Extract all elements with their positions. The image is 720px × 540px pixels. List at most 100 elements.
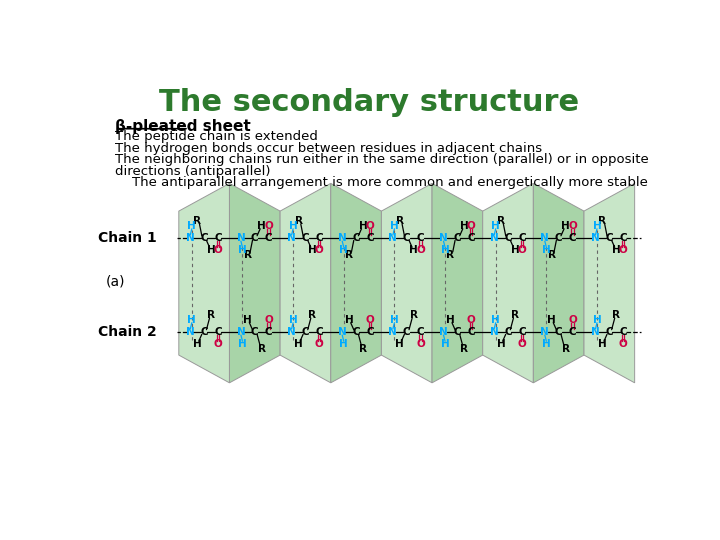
- Text: R: R: [258, 344, 266, 354]
- Text: C: C: [200, 327, 208, 337]
- Text: C: C: [417, 233, 424, 243]
- Text: The hydrogen bonds occur between residues in adjacent chains: The hydrogen bonds occur between residue…: [115, 142, 542, 155]
- Text: O: O: [416, 339, 425, 349]
- Polygon shape: [584, 184, 634, 383]
- Text: N: N: [541, 233, 549, 243]
- Polygon shape: [179, 184, 230, 383]
- Text: C: C: [417, 327, 424, 337]
- Text: O: O: [467, 221, 476, 231]
- Text: C: C: [518, 327, 526, 337]
- Text: C: C: [619, 327, 627, 337]
- Text: H: H: [390, 315, 399, 325]
- Text: H: H: [193, 339, 202, 349]
- Text: H: H: [409, 245, 418, 255]
- Text: H: H: [441, 339, 449, 349]
- Text: R: R: [460, 344, 468, 354]
- Text: O: O: [214, 245, 222, 255]
- Text: R: R: [207, 310, 215, 320]
- Text: C: C: [265, 327, 272, 337]
- Text: C: C: [467, 327, 475, 337]
- Text: R: R: [562, 344, 570, 354]
- Text: R: R: [598, 216, 606, 226]
- Text: O: O: [568, 315, 577, 325]
- Text: R: R: [396, 216, 404, 226]
- Text: N: N: [186, 327, 194, 337]
- Text: N: N: [439, 233, 448, 243]
- Text: C: C: [251, 327, 258, 337]
- Text: H: H: [542, 339, 551, 349]
- Polygon shape: [382, 184, 432, 383]
- Text: O: O: [568, 221, 577, 231]
- Text: H: H: [257, 221, 266, 231]
- Text: H: H: [491, 315, 500, 325]
- Text: C: C: [619, 233, 627, 243]
- Polygon shape: [482, 184, 534, 383]
- Polygon shape: [534, 184, 584, 383]
- Text: H: H: [339, 245, 348, 255]
- Text: N: N: [338, 327, 346, 337]
- Text: C: C: [352, 233, 360, 243]
- Text: C: C: [366, 233, 374, 243]
- Text: H: H: [460, 221, 469, 231]
- Text: R: R: [410, 310, 418, 320]
- Text: C: C: [606, 233, 613, 243]
- Text: (a): (a): [106, 275, 125, 289]
- Text: Chain 1: Chain 1: [98, 231, 157, 245]
- Text: C: C: [403, 327, 410, 337]
- Text: C: C: [454, 233, 462, 243]
- Text: R: R: [446, 250, 454, 260]
- Text: R: R: [511, 310, 519, 320]
- Text: H: H: [510, 245, 519, 255]
- Text: C: C: [302, 327, 310, 337]
- Text: N: N: [287, 233, 296, 243]
- Text: Chain 2: Chain 2: [98, 325, 157, 339]
- Text: H: H: [289, 315, 297, 325]
- Text: N: N: [591, 327, 600, 337]
- Text: H: H: [395, 339, 404, 349]
- Text: N: N: [490, 327, 498, 337]
- Text: H: H: [497, 339, 505, 349]
- Text: O: O: [264, 315, 273, 325]
- Text: N: N: [490, 233, 498, 243]
- Text: R: R: [244, 250, 252, 260]
- Text: R: R: [497, 216, 505, 226]
- Text: H: H: [238, 245, 247, 255]
- Text: The neighboring chains run either in the same direction (parallel) or in opposit: The neighboring chains run either in the…: [115, 153, 649, 166]
- Text: H: H: [289, 221, 297, 231]
- Text: C: C: [214, 233, 222, 243]
- Text: C: C: [504, 327, 512, 337]
- Text: R: R: [308, 310, 316, 320]
- Text: directions (antiparallel): directions (antiparallel): [115, 165, 271, 178]
- Text: N: N: [439, 327, 448, 337]
- Text: H: H: [187, 221, 196, 231]
- Text: N: N: [389, 327, 397, 337]
- Text: The secondary structure: The secondary structure: [159, 88, 579, 117]
- Text: H: H: [491, 221, 500, 231]
- Text: C: C: [265, 233, 272, 243]
- Text: C: C: [315, 233, 323, 243]
- Text: H: H: [243, 315, 252, 325]
- Text: H: H: [441, 245, 449, 255]
- Text: O: O: [366, 315, 374, 325]
- Text: C: C: [251, 233, 258, 243]
- Text: The peptide chain is extended: The peptide chain is extended: [115, 130, 318, 143]
- Text: O: O: [518, 339, 526, 349]
- Text: H: H: [561, 221, 570, 231]
- Text: O: O: [618, 245, 628, 255]
- Text: H: H: [547, 315, 556, 325]
- Text: N: N: [591, 233, 600, 243]
- Text: R: R: [345, 250, 353, 260]
- Text: R: R: [612, 310, 620, 320]
- Text: H: H: [294, 339, 303, 349]
- Text: H: H: [207, 245, 215, 255]
- Text: O: O: [214, 339, 222, 349]
- Text: H: H: [390, 221, 399, 231]
- Text: H: H: [308, 245, 317, 255]
- Text: C: C: [302, 233, 310, 243]
- Text: C: C: [200, 233, 208, 243]
- Text: C: C: [518, 233, 526, 243]
- Text: H: H: [612, 245, 621, 255]
- Text: H: H: [187, 315, 196, 325]
- Text: O: O: [315, 339, 324, 349]
- Text: H: H: [446, 315, 455, 325]
